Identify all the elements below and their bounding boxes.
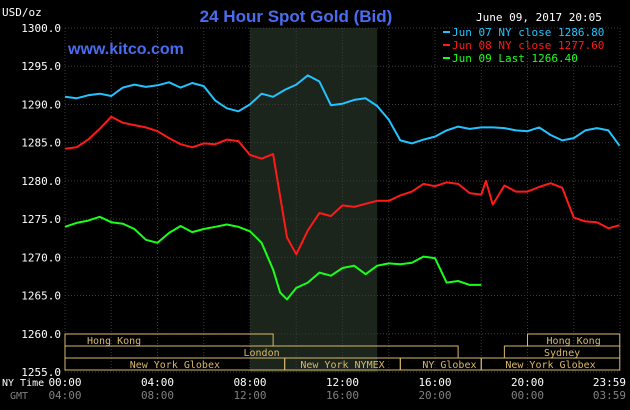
legend-entry-2: Jun 08 NY close 1277.60 — [452, 39, 604, 52]
chart-date: June 09, 2017 20:05 — [476, 11, 602, 24]
x-tick-label-ny: 20:00 — [511, 376, 544, 389]
session-label: NY Globex — [422, 360, 476, 371]
x-tick-label-gmt: 00:00 — [511, 389, 544, 402]
x-tick-label-ny: 04:00 — [141, 376, 174, 389]
series-lines — [64, 74, 621, 301]
session-label: Hong Kong — [547, 336, 601, 347]
x-tick-label-ny: 00:00 — [48, 376, 81, 389]
x-tick-label-gmt: 03:59 — [593, 389, 626, 402]
session-label: New York Globex — [505, 360, 595, 371]
x-tick-label-gmt: 16:00 — [326, 389, 359, 402]
y-tick-label: 1295.0 — [21, 60, 61, 73]
y-tick-label: 1290.0 — [21, 98, 61, 111]
ny-session-shade — [250, 28, 378, 372]
x-tick-label-ny: 16:00 — [418, 376, 451, 389]
shaded-session-band — [250, 28, 378, 372]
x-axis-ticks: 00:0004:0004:0008:0008:0012:0012:0016:00… — [48, 376, 626, 402]
x-tick-label-ny: 12:00 — [326, 376, 359, 389]
session-bar — [480, 357, 621, 371]
y-tick-label: 1285.0 — [21, 137, 61, 150]
y-tick-label: 1280.0 — [21, 175, 61, 188]
y-tick-label: 1260.0 — [21, 328, 61, 341]
site-watermark: www.kitco.com — [67, 41, 184, 58]
x-tick-label-gmt: 20:00 — [418, 389, 451, 402]
session-label: New York Globex — [130, 360, 220, 371]
session-label: New York NYMEX — [300, 360, 384, 371]
y-tick-label: 1275.0 — [21, 213, 61, 226]
x-axis-label-gmt: GMT — [10, 391, 28, 402]
y-tick-label: 1265.0 — [21, 290, 61, 303]
y-tick-label: 1300.0 — [21, 22, 61, 35]
gridlines — [64, 27, 621, 373]
x-tick-label-ny: 23:59 — [593, 376, 626, 389]
x-axis-label-ny-time: NY Time — [2, 378, 44, 389]
x-tick-label-gmt: 12:00 — [233, 389, 266, 402]
chart-title: 24 Hour Spot Gold (Bid) — [200, 7, 393, 26]
x-tick-label-ny: 08:00 — [233, 376, 266, 389]
session-label: London — [244, 348, 280, 359]
y-tick-label: 1255.0 — [21, 366, 61, 379]
legend-entry-3: Jun 09 Last 1266.40 — [452, 52, 578, 65]
y-tick-label: 1270.0 — [21, 251, 61, 264]
session-label: Hong Kong — [87, 336, 141, 347]
x-tick-label-gmt: 08:00 — [141, 389, 174, 402]
session-label: Sydney — [544, 348, 580, 359]
series-line-1 — [64, 74, 621, 147]
x-tick-label-gmt: 04:00 — [48, 389, 81, 402]
series-line-3 — [64, 215, 482, 301]
series-line-2 — [64, 115, 620, 256]
session-bars: Hong Kong London New York Globex New York N… — [64, 333, 621, 371]
legend-entry-1: Jun 07 NY close 1286.80 — [452, 26, 604, 39]
y-axis-unit-label: USD/oz — [2, 6, 42, 19]
y-axis-ticks: 1300.0 1295.0 1290.0 1285.0 1280.0 1275.0 1270… — [21, 22, 61, 379]
